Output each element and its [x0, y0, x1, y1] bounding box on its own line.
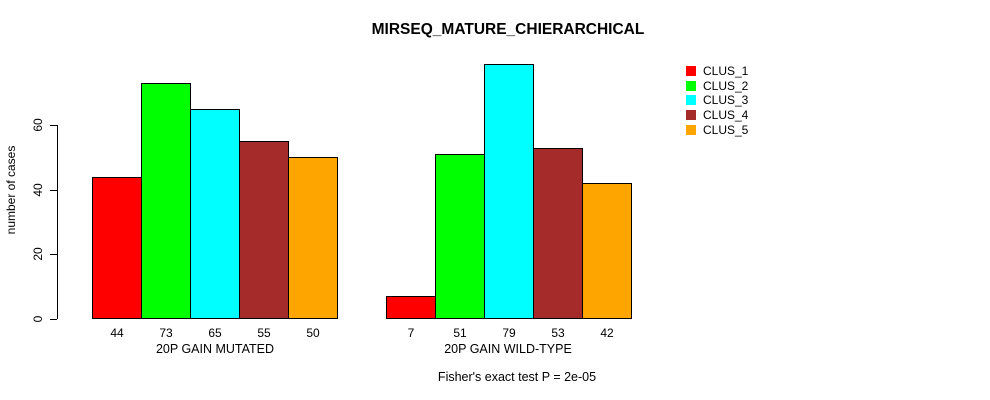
legend-label: CLUS_5 [703, 122, 749, 137]
bar-value-label: 73 [159, 326, 173, 340]
bar-clus_4-group2 [533, 148, 583, 319]
legend-entry-clus_1: CLUS_1 [686, 64, 748, 79]
bar-clus_3-group2 [484, 64, 534, 319]
bar-value-label: 7 [407, 326, 415, 340]
bar-value-label: 65 [208, 326, 222, 340]
bar-value-label: 51 [453, 326, 467, 340]
legend-label: CLUS_2 [703, 78, 749, 93]
legend-entry-clus_3: CLUS_3 [686, 93, 748, 108]
y-tick-label: 60 [31, 118, 45, 132]
y-axis-label: number of cases [4, 145, 18, 235]
bar-clus_5-group2 [582, 183, 632, 319]
fisher-test-annotation: Fisher's exact test P = 2e-05 [437, 370, 597, 384]
legend-entry-clus_2: CLUS_2 [686, 79, 748, 94]
bar-value-label: 79 [502, 326, 516, 340]
chart-title: MIRSEQ_MATURE_CHIERARCHICAL [371, 21, 645, 38]
y-tick-label: 20 [31, 247, 45, 262]
bar-value-label: 50 [306, 326, 320, 340]
bar-clus_1-group1 [92, 177, 142, 319]
group-label-mutated: 20P GAIN MUTATED [155, 342, 275, 356]
bar-value-label: 55 [257, 326, 271, 340]
bar-clus_2-group1 [141, 83, 191, 319]
legend-swatch [686, 66, 696, 77]
bar-clus_4-group1 [239, 141, 289, 319]
bar-value-label: 53 [551, 326, 565, 340]
bar-clus_1-group2 [386, 296, 436, 319]
bar-value-label: 44 [110, 326, 124, 340]
group-label-wild-type: 20P GAIN WILD-TYPE [444, 342, 572, 356]
y-tick-label: 40 [31, 182, 45, 197]
y-tick-mark [50, 254, 57, 256]
legend-entry-clus_4: CLUS_4 [686, 108, 748, 123]
y-tick-mark [50, 319, 57, 320]
legend-swatch [686, 80, 696, 91]
bar-clus_5-group1 [288, 157, 338, 319]
legend-swatch [686, 110, 696, 121]
legend-label: CLUS_4 [703, 108, 749, 123]
legend: CLUS_1 CLUS_2 CLUS_3 CLUS_4 CLUS_5 [686, 64, 748, 137]
legend-entry-clus_5: CLUS_5 [686, 122, 748, 137]
legend-swatch [686, 95, 696, 106]
legend-label: CLUS_3 [703, 93, 749, 108]
bar-value-label: 42 [600, 326, 614, 340]
y-tick-label: 0 [31, 315, 45, 323]
y-tick-mark [50, 125, 57, 126]
legend-label: CLUS_1 [703, 64, 749, 79]
bar-clus_3-group1 [190, 109, 240, 319]
y-tick-mark [50, 189, 57, 191]
y-axis-line [57, 125, 58, 319]
legend-swatch [686, 124, 696, 135]
bar-clus_2-group2 [435, 154, 485, 319]
